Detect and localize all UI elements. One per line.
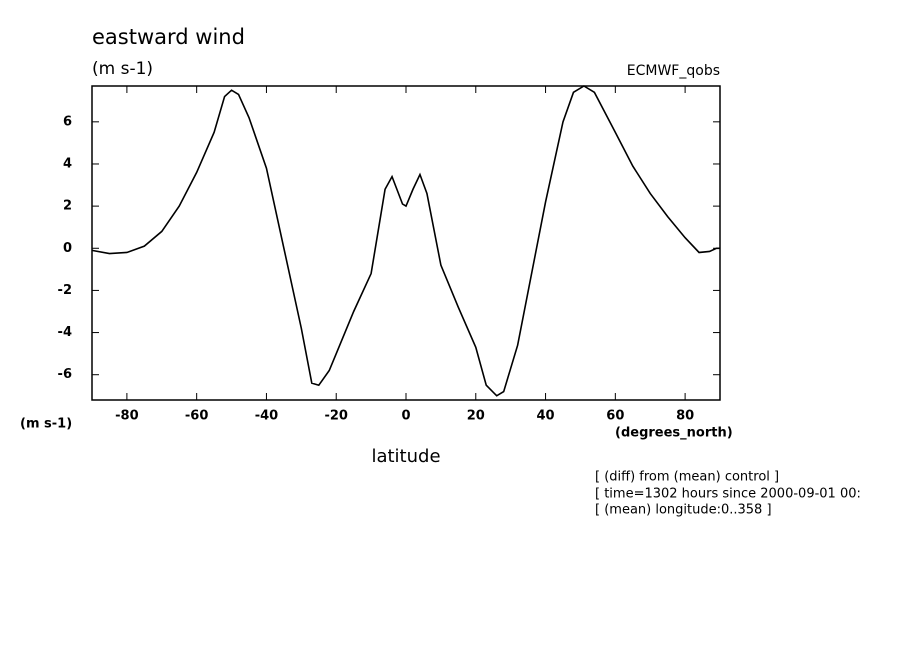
y-tick-label: -6: [58, 367, 72, 382]
x-axis-units: (degrees_north): [615, 426, 733, 441]
y-tick-label: 2: [63, 199, 72, 214]
y-tick-label: 4: [63, 156, 72, 171]
y-tick-label: -4: [58, 325, 72, 340]
x-axis-label: latitude: [371, 446, 440, 467]
dataset-label: ECMWF_qobs: [627, 63, 720, 79]
data-line: [91, 85, 720, 397]
y-tick-label: 6: [63, 114, 72, 129]
x-tick-label: 20: [467, 409, 485, 424]
x-tick-label: 60: [606, 409, 624, 424]
x-tick-label: 40: [537, 409, 555, 424]
annotation: [ time=1302 hours since 2000-09-01 00:: [595, 487, 861, 502]
y-tick-label: -2: [58, 283, 72, 298]
x-tick-label: 0: [401, 409, 410, 424]
x-tick-label: -80: [115, 409, 139, 424]
x-tick-label: -20: [324, 409, 348, 424]
chart-title: eastward wind: [92, 25, 245, 49]
x-tick-label: -40: [255, 409, 279, 424]
annotation: [ (mean) longitude:0..358 ]: [595, 503, 772, 518]
annotation: [ (diff) from (mean) control ]: [595, 470, 779, 485]
y-axis-label: (m s-1): [20, 417, 72, 432]
y-tick-label: 0: [63, 241, 72, 256]
x-tick-label: -60: [185, 409, 209, 424]
chart-subtitle: (m s-1): [92, 59, 153, 79]
x-tick-label: 80: [676, 409, 694, 424]
plot-frame: [91, 85, 721, 401]
